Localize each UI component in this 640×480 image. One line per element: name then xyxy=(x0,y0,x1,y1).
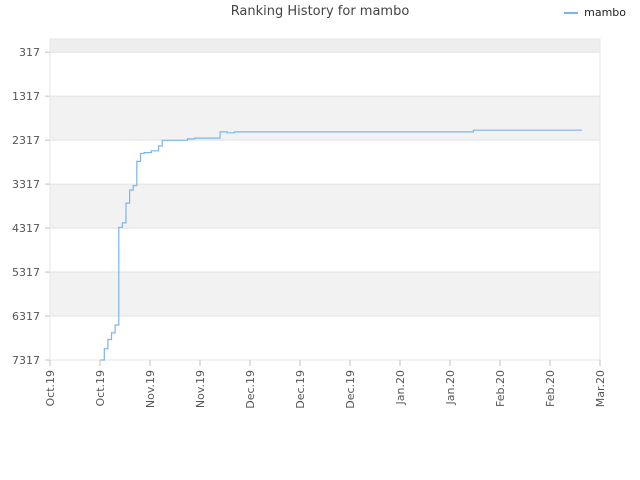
x-tick-label: Jan.20 xyxy=(394,370,407,405)
x-tick-label: Dec.19 xyxy=(294,370,307,409)
x-tick-label: Dec.19 xyxy=(344,370,357,409)
plot-band xyxy=(50,96,600,141)
series-line-mambo xyxy=(100,129,582,361)
x-tick-label: Dec.19 xyxy=(244,370,257,409)
plot-band xyxy=(50,39,600,53)
y-tick-label: 1317 xyxy=(12,90,40,103)
x-tick-label: Feb.20 xyxy=(494,370,507,407)
x-tick-label: Jan.20 xyxy=(444,370,457,405)
legend-label: mambo xyxy=(584,6,626,19)
plot-band xyxy=(50,184,600,229)
chart-title: Ranking History for mambo xyxy=(230,4,410,19)
y-tick-label: 317 xyxy=(19,46,40,59)
legend-swatch xyxy=(564,11,579,14)
x-tick-label: Mar.20 xyxy=(594,370,607,407)
y-tick-label: 7317 xyxy=(12,354,40,367)
y-tick-label: 6317 xyxy=(12,310,40,323)
y-tick-label: 2317 xyxy=(12,134,40,147)
x-tick-label: Nov.19 xyxy=(144,370,157,408)
x-tick-label: Feb.20 xyxy=(544,370,557,407)
x-tick-label: Oct.19 xyxy=(44,370,57,407)
x-tick-label: Nov.19 xyxy=(194,370,207,408)
legend[interactable]: mambo xyxy=(564,6,626,19)
y-tick-label: 5317 xyxy=(12,266,40,279)
y-tick-label: 4317 xyxy=(12,222,40,235)
plot-band xyxy=(50,272,600,317)
plot-border xyxy=(49,38,601,361)
x-tick-label: Oct.19 xyxy=(94,370,107,407)
y-tick-label: 3317 xyxy=(12,178,40,191)
